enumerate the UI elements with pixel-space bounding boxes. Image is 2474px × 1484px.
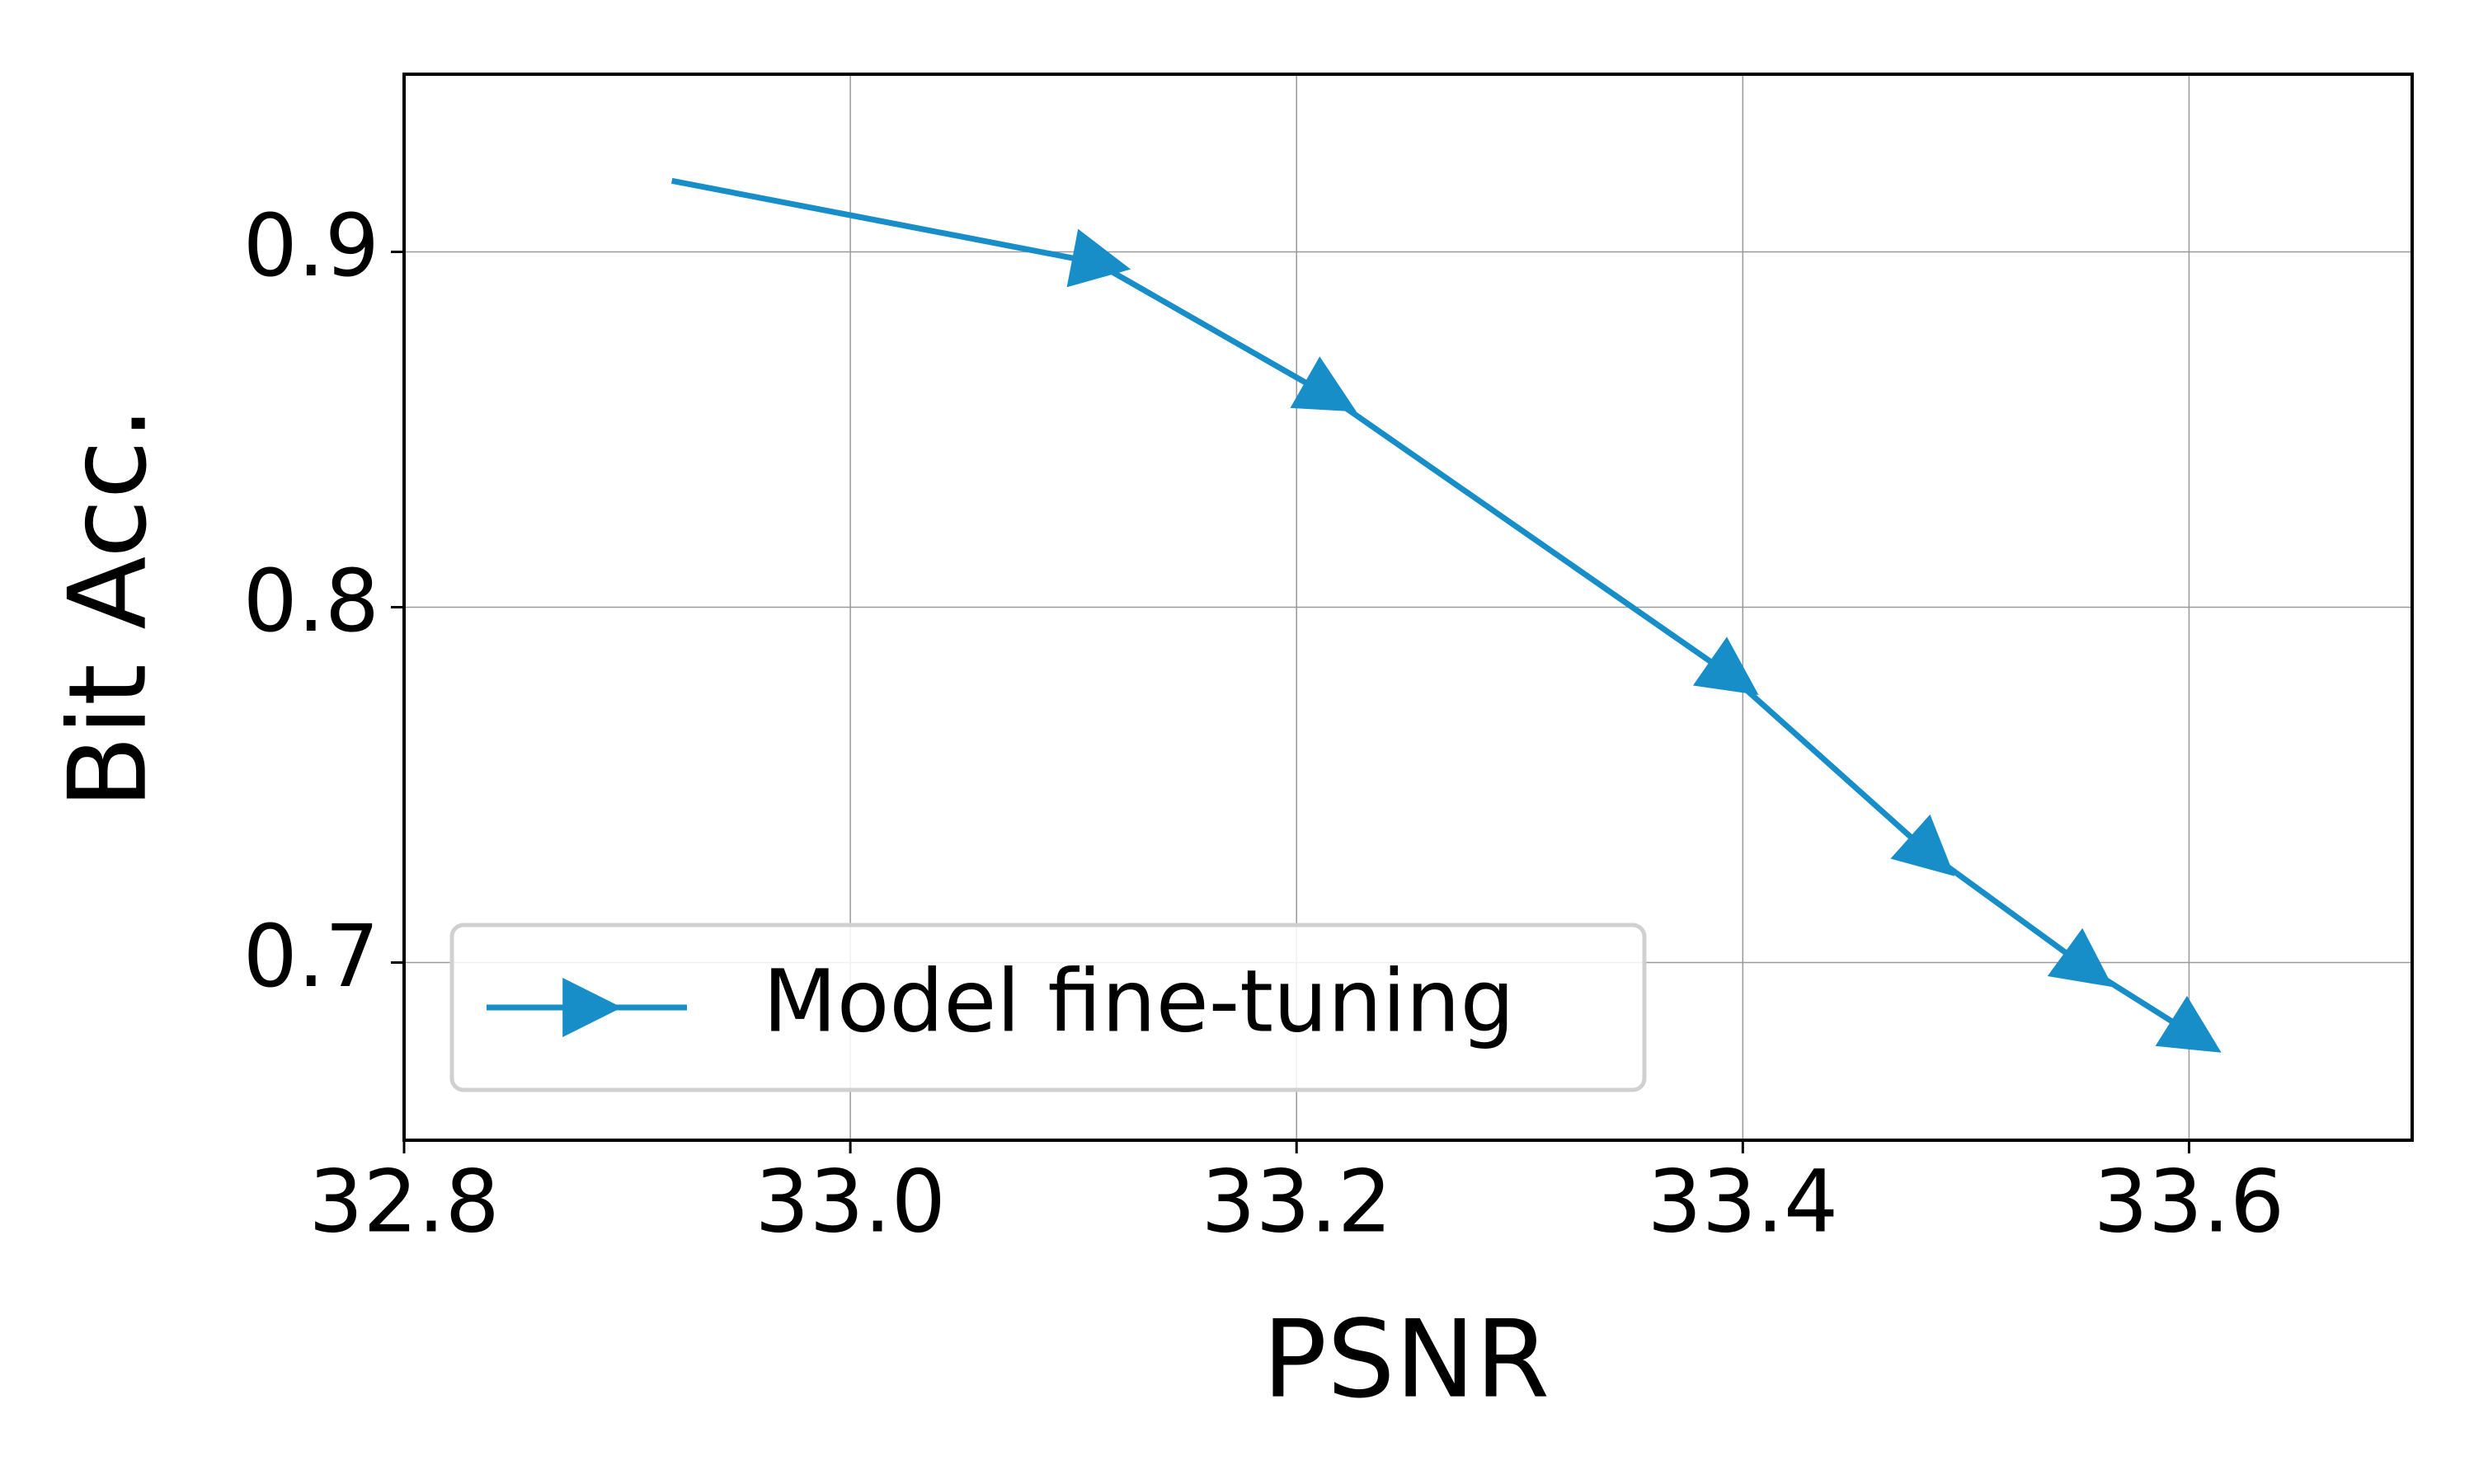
marker: [1692, 636, 1759, 696]
marker: [2155, 995, 2222, 1053]
x-tick-label: 33.0: [755, 1151, 946, 1252]
y-axis-label: Bit Acc.: [45, 406, 171, 810]
x-tick-label: 33.6: [2094, 1151, 2285, 1252]
x-tick-label: 33.2: [1201, 1151, 1392, 1252]
marker: [1066, 228, 1131, 288]
y-tick-label: 0.7: [243, 906, 379, 1007]
marker: [1290, 356, 1357, 412]
legend-marker: [562, 978, 623, 1037]
y-tick-label: 0.8: [243, 551, 379, 651]
x-axis-label: PSNR: [1263, 1297, 1550, 1422]
plot-frame: [402, 73, 2414, 1142]
legend-label: Model fine-tuning: [763, 951, 1515, 1051]
legend-box: [449, 923, 1647, 1092]
marker: [2047, 928, 2114, 988]
x-tick-label: 32.8: [308, 1151, 500, 1252]
x-tick-label: 33.4: [1648, 1151, 1839, 1252]
marker: [1890, 814, 1955, 876]
y-tick-label: 0.9: [243, 195, 379, 296]
